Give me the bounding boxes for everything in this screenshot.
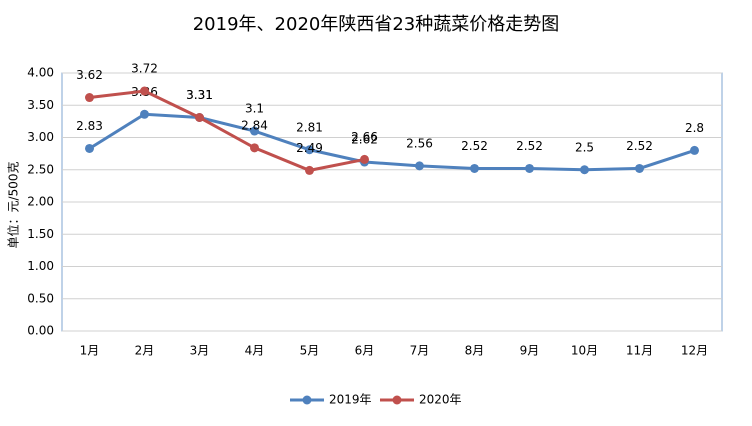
point <box>250 143 259 153</box>
point <box>140 86 149 96</box>
series-line <box>88 112 695 172</box>
data-label: 3.1 <box>245 102 264 116</box>
x-tick-label: 10月 <box>571 344 598 358</box>
data-label: 2.52 <box>516 139 543 153</box>
data-label: 2.81 <box>296 120 323 134</box>
data-label: 2.8 <box>685 121 704 135</box>
data-label: 3.31 <box>186 88 213 102</box>
data-label: 3.72 <box>131 62 158 76</box>
data-label: 2.52 <box>626 139 653 153</box>
y-axis-label: 单位：元/500克 <box>6 162 21 249</box>
chart-title: 2019年、2020年陕西省23种蔬菜价格走势图 <box>193 14 560 35</box>
data-label: 2.66 <box>351 130 378 144</box>
point <box>305 145 314 155</box>
x-tick-label: 5月 <box>300 344 320 358</box>
x-tick-label: 6月 <box>355 344 375 358</box>
legend-label: 2019年 <box>329 393 372 407</box>
x-tick-label: 9月 <box>520 344 540 358</box>
data-label: 2.49 <box>296 141 323 155</box>
point <box>635 163 644 173</box>
point <box>580 165 589 175</box>
point <box>690 145 699 155</box>
x-tick-label: 11月 <box>626 344 653 358</box>
point <box>250 126 259 136</box>
point <box>360 154 369 164</box>
point <box>85 143 94 153</box>
x-tick-label: 12月 <box>681 344 708 358</box>
x-tick-label: 7月 <box>410 344 430 358</box>
data-label: 3.62 <box>76 68 103 82</box>
y-tick-label: 1.00 <box>27 259 54 273</box>
y-tick-label: 3.50 <box>27 98 54 112</box>
point <box>415 161 424 171</box>
data-label: 2.5 <box>575 140 594 154</box>
point <box>140 109 149 119</box>
y-tick-label: 2.00 <box>27 195 54 209</box>
point <box>195 113 204 123</box>
x-tick-label: 3月 <box>190 344 210 358</box>
data-label: 2.84 <box>241 118 268 132</box>
point <box>305 165 314 175</box>
point <box>470 163 479 173</box>
data-label: 2.56 <box>406 136 433 150</box>
y-tick-label: 2.50 <box>27 162 54 176</box>
y-tick-label: 4.00 <box>27 66 54 80</box>
y-tick-label: 0.50 <box>27 291 54 305</box>
y-tick-label: 1.50 <box>27 227 54 241</box>
legend-marker <box>302 395 312 405</box>
data-label: 2.52 <box>461 139 488 153</box>
point <box>525 163 534 173</box>
y-tick-label: 3.00 <box>27 130 54 144</box>
series-line <box>89 89 365 172</box>
data-label: 3.31 <box>186 88 213 102</box>
data-label: 2.62 <box>351 133 378 147</box>
x-tick-label: 8月 <box>465 344 485 358</box>
x-tick-label: 4月 <box>245 344 265 358</box>
data-label: 2.83 <box>76 119 103 133</box>
legend-label: 2020年 <box>419 393 462 407</box>
point <box>85 93 94 103</box>
x-tick-label: 1月 <box>80 344 100 358</box>
legend-marker <box>392 395 402 405</box>
x-tick-label: 2月 <box>135 344 155 358</box>
y-tick-label: 0.00 <box>27 324 54 338</box>
